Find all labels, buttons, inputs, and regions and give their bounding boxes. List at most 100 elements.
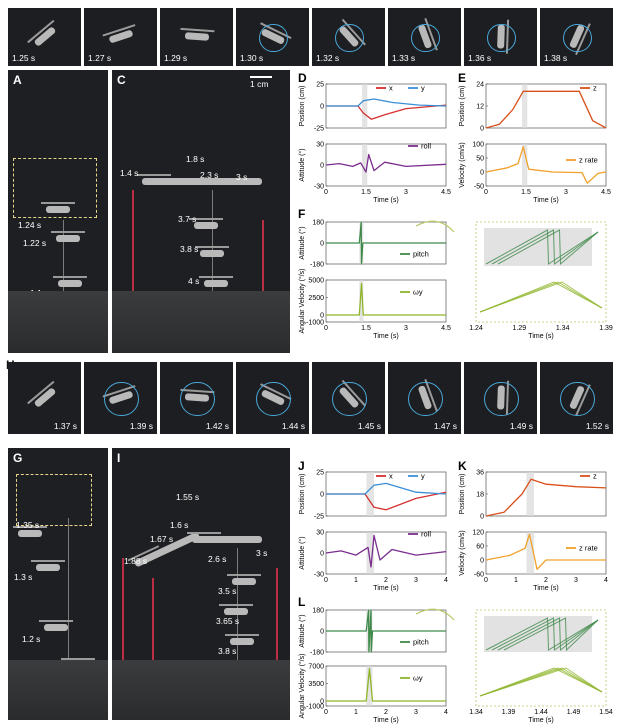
- plot-frame: [325, 279, 447, 323]
- y-tick-label: 50: [476, 156, 484, 163]
- x-tick-label: 4: [444, 577, 448, 584]
- h-frame-4: 1.44 s: [236, 362, 309, 434]
- zoom-pitch-line: [485, 229, 599, 265]
- x-tick-label: 1: [354, 709, 358, 716]
- timestamp-i-8: 3.65 s: [216, 616, 240, 626]
- timestamp-c-1: 1.4 s: [120, 168, 139, 178]
- frame-timestamp: 1.27 s: [88, 53, 112, 63]
- x-tick-label: 0: [484, 189, 488, 196]
- y-tick-label: 0: [320, 313, 324, 320]
- series-line-z-rate: [485, 146, 607, 184]
- series-line-ωy: [326, 667, 446, 702]
- y-tick-label: -180: [310, 650, 324, 657]
- x-tick-label: 3: [414, 709, 418, 716]
- y-tick-label: 60: [476, 544, 484, 551]
- marker-circle: [332, 381, 367, 417]
- scale-label: 1 cm: [250, 79, 269, 89]
- timestamp-i-3: 1.67 s: [150, 534, 174, 544]
- timestamp-c-2: 1.8 s: [186, 154, 205, 164]
- timestamp-c-6: 3.8 s: [180, 244, 199, 254]
- frame-timestamp: 1.44 s: [281, 421, 305, 431]
- x-tick-label: 1: [354, 577, 358, 584]
- legend-label: y: [421, 84, 425, 93]
- marker-circle: [560, 381, 595, 417]
- x-tick-label: 2: [384, 577, 388, 584]
- y-tick-label: 30: [316, 530, 324, 537]
- frame-timestamp: 1.42 s: [205, 421, 229, 431]
- timestamp-c-4: 3 s: [236, 172, 248, 182]
- photo-panel-a: A 1.24 s 1.22 s 1.1 s 1.0 s 0 s: [8, 70, 108, 353]
- x-tick-label: 4.5: [601, 189, 611, 196]
- x-tick-label: 1.39: [502, 709, 516, 716]
- plot-frame: [485, 471, 607, 517]
- legend-label: pitch: [413, 250, 429, 259]
- marker-circle: [411, 23, 440, 53]
- frame-timestamp: 1.38 s: [544, 53, 568, 63]
- frame-timestamp: 1.52 s: [585, 421, 609, 431]
- marker-circle: [256, 381, 291, 417]
- y-tick-label: 3500: [308, 681, 324, 688]
- plot-frame: [485, 143, 607, 187]
- timestamp-g-3: 1.2 s: [22, 634, 41, 644]
- event-band: [522, 144, 528, 186]
- y-tick-label: -30: [314, 572, 324, 579]
- y-axis-label: Angular Velocity (°/s): [298, 268, 306, 333]
- timestamp-i-9: 3.8 s: [218, 646, 237, 656]
- y-tick-label: 0: [480, 126, 484, 133]
- x-tick-label: 1.5: [361, 325, 371, 332]
- series-line-roll: [325, 534, 447, 568]
- b-frame-3: 1.29 s: [160, 8, 233, 66]
- y-tick-label: 25: [316, 82, 324, 89]
- x-axis-label: Time (s): [373, 717, 398, 724]
- zoom-panel: [475, 221, 607, 323]
- y-tick-label: 100: [472, 142, 484, 149]
- y-tick-label: 0: [480, 558, 484, 565]
- frame-timestamp: 1.30 s: [240, 53, 264, 63]
- h-frame-3: 1.42 s: [160, 362, 233, 434]
- y-tick-label: -30: [314, 184, 324, 191]
- b-frame-2: 1.27 s: [84, 8, 157, 66]
- b-frame-8: 1.38 s: [540, 8, 613, 66]
- x-tick-label: 0: [324, 325, 328, 332]
- x-axis-label: Time (s): [533, 197, 558, 204]
- panel-letter-c: C: [117, 73, 126, 87]
- x-axis-label: Time (s): [533, 585, 558, 592]
- x-tick-label: 3: [564, 189, 568, 196]
- event-band: [359, 280, 364, 322]
- scale-bar: [250, 76, 272, 78]
- y-tick-label: 180: [312, 608, 324, 615]
- timestamp-i-7: 3.5 s: [218, 586, 237, 596]
- x-tick-label: 3: [414, 577, 418, 584]
- h-frame-8: 1.52 s: [540, 362, 613, 434]
- frame-timestamp: 1.36 s: [468, 53, 492, 63]
- y-axis-label: Attitude (°): [298, 614, 306, 647]
- legend-label: z rate: [579, 544, 598, 553]
- y-tick-label: 25: [316, 470, 324, 477]
- x-tick-label: 3: [404, 189, 408, 196]
- x-axis-label: Time (s): [373, 585, 398, 592]
- y-tick-label: 30: [316, 142, 324, 149]
- zoom-panel: [475, 609, 607, 707]
- x-tick-label: 0: [484, 577, 488, 584]
- y-axis-label: Position (cm): [299, 474, 306, 515]
- y-axis-label: Angular Velocity (°/s): [298, 653, 306, 718]
- y-tick-label: 24: [476, 82, 484, 89]
- event-band: [526, 472, 534, 516]
- marker-circle: [180, 381, 215, 417]
- y-tick-label: 36: [476, 470, 484, 477]
- legend-label: ωy: [413, 674, 423, 683]
- marker-circle: [259, 23, 288, 53]
- y-tick-label: -25: [314, 126, 324, 133]
- plot-frame: [485, 531, 607, 575]
- series-line-y: [326, 98, 447, 107]
- timestamp-g-1: 1.35 s: [16, 520, 40, 530]
- zoom-box-a: [13, 158, 97, 218]
- panel-letter-g: G: [13, 451, 23, 465]
- zoom-pitch-line: [497, 617, 599, 652]
- y-tick-label: 0: [320, 104, 324, 111]
- y-tick-label: -1000: [306, 704, 324, 711]
- marker-circle: [408, 381, 443, 417]
- b-frame-5: 1.32 s: [312, 8, 385, 66]
- zoom-arrow: [415, 220, 455, 233]
